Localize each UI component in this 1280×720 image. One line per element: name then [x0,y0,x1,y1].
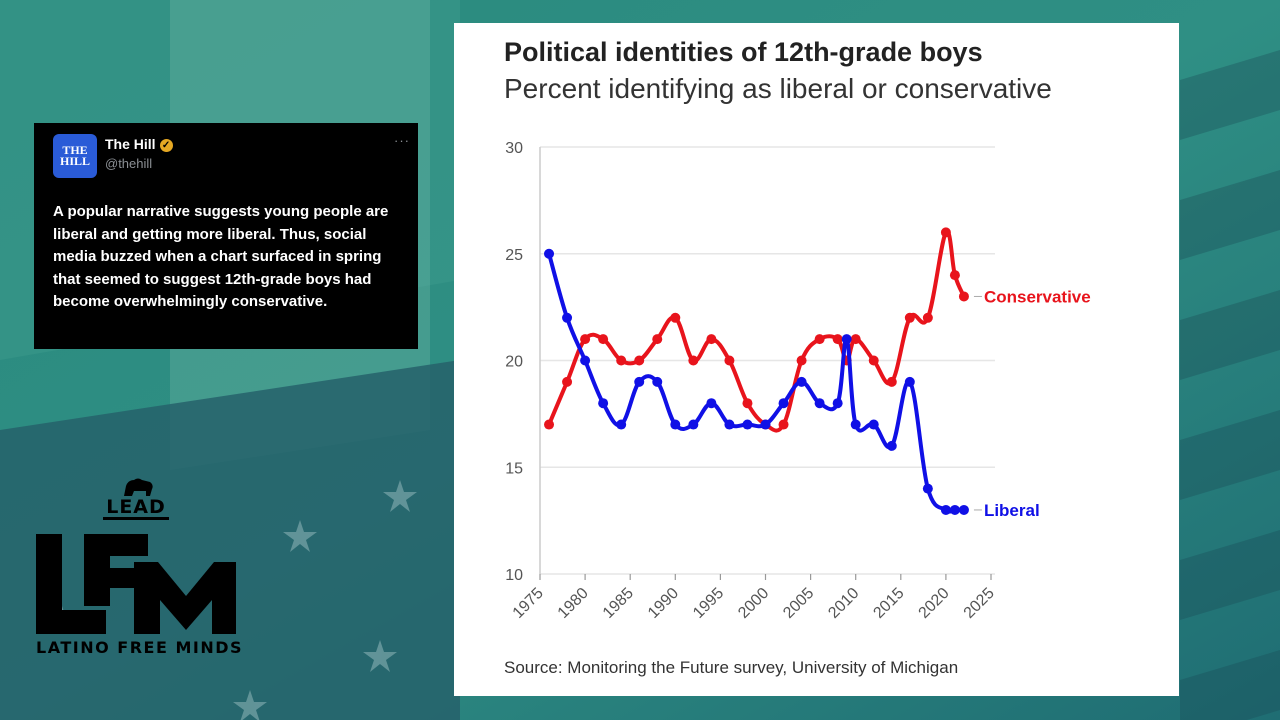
conservative-point [850,334,861,345]
liberal-point [580,355,591,366]
verified-badge-icon: ✓ [159,139,173,152]
liberal-point [922,483,933,494]
liberal-point [832,398,843,409]
conservative-point [796,355,807,366]
x-tick-label: 2015 [870,585,907,622]
conservative-point [688,355,699,366]
x-tick-label: 1990 [645,585,682,622]
liberal-point [706,398,717,409]
x-tick-label: 1975 [510,585,547,622]
conservative-point [778,419,789,430]
x-tick-label: 1980 [555,585,592,622]
conservative-point [958,291,969,302]
liberal-point [778,398,789,409]
lead-underline [103,517,169,520]
conservative-point [886,376,897,387]
the-hill-avatar[interactable]: THE HILL [53,134,97,178]
conservative-point [616,355,627,366]
liberal-point [634,376,645,387]
tweet-text: A popular narrative suggests young peopl… [53,203,389,310]
liberal-point [652,376,663,387]
x-tick-label: 2010 [825,585,862,622]
liberal-point [886,440,897,451]
x-tick-label: 2005 [780,585,817,622]
liberal-point [868,419,879,430]
conservative-point [724,355,735,366]
chart-source: Source: Monitoring the Future survey, Un… [504,658,959,677]
liberal-point [760,419,771,430]
liberal-point [724,419,735,430]
conservative-point [832,334,843,345]
lion-icon [124,478,153,496]
conservative-point [922,312,933,323]
conservative-point [949,270,960,281]
x-tick-label: 2020 [916,585,953,622]
liberal-point [940,504,951,515]
lfm-letters-graphic [36,534,236,634]
x-tick-label: 2025 [961,585,998,622]
conservative-point [706,334,717,345]
chart-title: Political identities of 12th-grade boys [504,37,983,67]
conservative-series-label: Conservative [984,287,1091,306]
conservative-point [670,312,681,323]
conservative-point [598,334,609,345]
liberal-point [742,419,753,430]
liberal-point [562,312,573,323]
y-tick-label: 20 [505,354,523,371]
y-tick-label: 15 [505,460,523,477]
lead-wordmark: LEAD [106,496,166,518]
y-tick-label: 30 [505,140,523,157]
chart-card: Political identities of 12th-grade boys … [454,23,1179,696]
liberal-point [598,398,609,409]
liberal-point [949,504,960,515]
x-tick-label: 2000 [735,585,772,622]
lfm-tagline: LATINO FREE MINDS [36,638,244,657]
tweet-author-handle[interactable]: @thehill [105,156,153,171]
liberal-point [850,419,861,430]
liberal-point [958,504,969,515]
avatar-text: THE HILL [60,143,91,168]
conservative-point [580,334,591,345]
conservative-point [634,355,645,366]
y-tick-label: 10 [505,567,523,584]
y-tick-label: 25 [505,247,523,264]
lead-logo: LEAD [100,476,172,524]
tweet-author-name[interactable]: The Hill ✓ [105,136,173,152]
tweet-card[interactable]: THE HILL The Hill ✓ @thehill ··· A popula… [34,123,418,349]
conservative-point [814,334,825,345]
author-name-text: The Hill [105,136,156,152]
conservative-point [544,419,555,430]
conservative-point [904,312,915,323]
lfm-logo: LATINO FREE MINDS [36,534,244,660]
liberal-line [547,253,964,514]
conservative-point [652,334,663,345]
chart-subtitle: Percent identifying as liberal or conser… [504,73,1052,104]
liberal-point [616,419,627,430]
conservative-point [742,398,753,409]
conservative-point [940,227,951,238]
conservative-point [562,376,573,387]
x-tick-label: 1985 [600,585,637,622]
liberal-point [670,419,681,430]
liberal-point [544,248,555,259]
conservative-point [868,355,879,366]
liberal-point [814,398,825,409]
liberal-point [796,376,807,387]
liberal-point [841,334,852,345]
liberal-series-label: Liberal [984,501,1040,520]
liberal-point [688,419,699,430]
more-options-icon[interactable]: ··· [394,133,410,148]
x-tick-label: 1995 [690,585,727,622]
liberal-point [904,376,915,387]
